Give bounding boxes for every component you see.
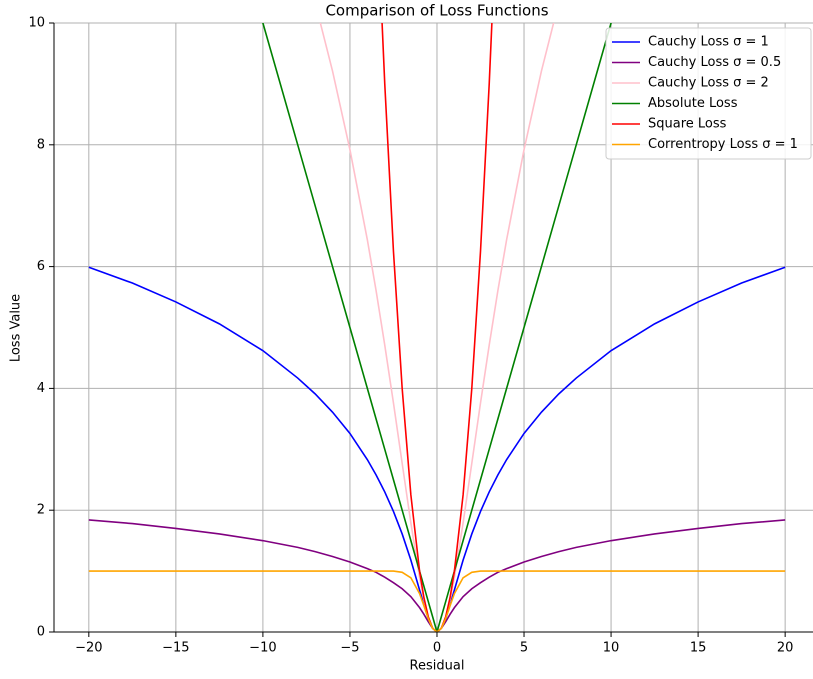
- legend-label: Cauchy Loss σ = 0.5: [648, 55, 781, 70]
- y-axis-label: Loss Value: [9, 294, 24, 362]
- x-tick-label: 5: [520, 641, 528, 656]
- legend-label: Absolute Loss: [648, 96, 738, 111]
- y-tick-label: 4: [37, 381, 45, 396]
- x-tick-label: 15: [690, 641, 707, 656]
- legend-label: Correntropy Loss σ = 1: [648, 137, 798, 152]
- legend: Cauchy Loss σ = 1 Cauchy Loss σ = 0.5 Cauc…: [605, 27, 812, 160]
- line-series: [88, 266, 786, 632]
- y-tick-label: 0: [37, 625, 45, 640]
- y-tick-label: 2: [37, 503, 45, 518]
- legend-label: Cauchy Loss σ = 1: [648, 35, 769, 50]
- y-tick-label: 8: [37, 137, 45, 152]
- plot-area: [88, 23, 786, 632]
- x-axis-label: Residual: [410, 659, 465, 674]
- line-series: [262, 23, 612, 632]
- x-tick-label: 20: [777, 641, 794, 656]
- line-series: [88, 570, 786, 632]
- legend-box: [605, 27, 812, 160]
- x-tick-label: 10: [603, 641, 620, 656]
- x-tick-label: −5: [340, 641, 359, 656]
- y-tick-label: 10: [28, 16, 45, 31]
- x-tick-label: 0: [433, 641, 441, 656]
- y-tick-label: 6: [37, 259, 45, 274]
- legend-label: Square Loss: [648, 117, 727, 132]
- legend-label: Cauchy Loss σ = 2: [648, 76, 769, 91]
- line-series: [88, 519, 786, 632]
- x-tick-label: −20: [75, 641, 102, 656]
- x-tick-label: −15: [162, 641, 189, 656]
- x-tick-label: −10: [249, 641, 276, 656]
- line-series: [319, 23, 555, 632]
- chart-title: Comparison of Loss Functions: [325, 2, 548, 20]
